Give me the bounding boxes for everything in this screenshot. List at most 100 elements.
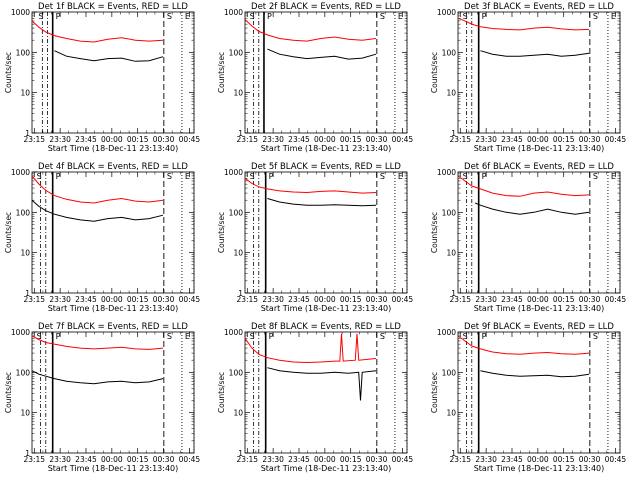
x-tick-label: 23:30 [475,135,497,144]
series-lld [457,17,590,31]
x-tick-label: 23:30 [475,455,497,464]
y-tick-label: 100 [229,368,244,377]
x-tick-label: 00:45 [392,455,414,464]
y-tick-label: 1 [451,449,456,458]
detector-panel-4: Det 4f BLACK = Events, RED = LLD 1 10 100 10… [4,162,200,313]
marker-label: S [463,332,468,341]
x-tick-label: 23:15 [236,455,258,464]
plot-frame [244,11,408,134]
x-tick-label: 23:15 [236,135,258,144]
x-tick-label: 00:45 [605,135,627,144]
series-lld [244,333,377,364]
detector-panel-5: Det 5f BLACK = Events, RED = LLD 1 10 100 10… [217,162,414,313]
series-events [480,370,590,378]
x-axis-label: Start Time (18-Dec-11 23:13:40) [48,144,179,153]
y-tick-label: 10 [20,409,30,418]
y-tick-label: 10 [446,409,456,418]
plot-frame [31,171,195,294]
y-tick-label: 1 [451,289,456,298]
marker-label: S [167,332,172,341]
marker-label: S [167,172,172,181]
x-tick-label: 23:15 [23,295,45,304]
series-lld [31,175,164,204]
marker-label: E [398,12,403,21]
x-tick-label: 00:45 [179,135,201,144]
y-tick-label: 10 [233,89,243,98]
plot-frame [31,331,195,454]
x-tick-label: 23:30 [262,135,284,144]
x-tick-label: 23:45 [288,455,310,464]
marker-label: S [37,172,42,181]
marker-label: E [611,172,616,181]
series-events [267,48,377,60]
x-tick-label: 00:00 [101,455,123,464]
x-tick-label: 00:15 [127,455,149,464]
x-tick-label: 23:45 [501,135,523,144]
marker-label: P [56,332,61,341]
marker-label: E [611,332,616,341]
x-axis-label: Start Time (18-Dec-11 23:13:40) [474,144,605,153]
marker-label: P [56,12,61,21]
x-tick-label: 00:45 [392,295,414,304]
panel-title: Det 9f BLACK = Events, RED = LLD [464,322,614,332]
x-tick-label: 23:30 [475,295,497,304]
marker-label: S [463,172,468,181]
x-tick-label: 00:45 [392,135,414,144]
series-events [480,50,590,57]
series-lld [457,335,590,355]
marker-label: P [482,332,487,341]
series-lld [31,20,164,43]
marker-label: P [269,172,274,181]
y-tick-label: 1000 [224,168,243,177]
x-tick-label: 00:15 [553,135,575,144]
x-tick-label: 00:30 [366,295,388,304]
marker-label: S [167,12,172,21]
panel-title: Det 2f BLACK = Events, RED = LLD [251,2,401,12]
x-tick-label: 00:30 [579,455,601,464]
y-axis-label: Counts/sec [217,212,226,253]
x-tick-label: 23:15 [449,455,471,464]
marker-label: S [250,12,255,21]
y-tick-label: 1000 [11,328,30,337]
plot-frame [457,331,621,454]
panel-title: Det 4f BLACK = Events, RED = LLD [38,162,188,172]
series-events [54,50,164,62]
x-tick-label: 00:15 [553,455,575,464]
marker-label: S [463,12,468,21]
y-tick-label: 10 [233,249,243,258]
marker-label: S [37,332,42,341]
y-tick-label: 100 [16,48,31,57]
y-tick-label: 10 [20,89,30,98]
x-axis-label: Start Time (18-Dec-11 23:13:40) [261,144,392,153]
y-axis-label: Counts/sec [430,52,439,93]
y-tick-label: 10 [233,409,243,418]
marker-label: P [482,172,487,181]
series-events [475,202,590,215]
marker-label: S [593,332,598,341]
x-tick-label: 23:15 [236,295,258,304]
x-tick-label: 23:45 [288,295,310,304]
x-tick-label: 00:00 [314,135,336,144]
detector-panel-6: Det 6f BLACK = Events, RED = LLD 1 10 100 10… [430,162,626,313]
series-lld [244,177,377,194]
y-tick-label: 1000 [11,168,30,177]
x-tick-label: 00:30 [153,135,175,144]
y-axis-label: Counts/sec [430,372,439,413]
x-axis-label: Start Time (18-Dec-11 23:13:40) [261,304,392,313]
x-tick-label: 00:00 [101,135,123,144]
x-tick-label: 23:15 [23,135,45,144]
series-events [267,198,377,207]
y-axis-label: Counts/sec [4,372,13,413]
marker-label: S [593,12,598,21]
plot-frame [457,11,621,134]
detector-panel-2: Det 2f BLACK = Events, RED = LLD 1 10 100 10… [217,2,414,153]
marker-label: P [56,172,61,181]
y-tick-label: 10 [20,249,30,258]
x-tick-label: 00:30 [366,455,388,464]
x-tick-label: 23:30 [49,135,71,144]
y-tick-label: 10 [446,249,456,258]
series-events [267,367,377,401]
y-tick-label: 1 [25,289,30,298]
y-tick-label: 1 [451,129,456,138]
